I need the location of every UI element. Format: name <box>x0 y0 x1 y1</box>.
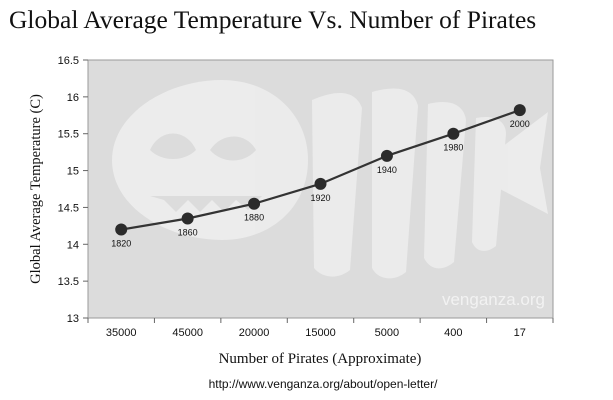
x-tick-label: 17 <box>514 327 526 339</box>
x-tick-label: 35000 <box>106 327 137 339</box>
data-point-label: 1920 <box>310 193 330 203</box>
data-point-label: 1860 <box>178 227 198 237</box>
y-tick-label: 14 <box>67 239 79 251</box>
source-url[interactable]: http://www.venganza.org/about/open-lette… <box>209 377 438 391</box>
y-tick-label: 15 <box>67 166 79 178</box>
chart-title: Global Average Temperature Vs. Number of… <box>9 5 536 34</box>
x-tick-label: 5000 <box>375 327 399 339</box>
watermark-text: venganza.org <box>442 290 545 309</box>
y-tick-label: 16.5 <box>58 55 79 67</box>
data-point <box>181 212 194 225</box>
data-point <box>115 223 128 236</box>
y-tick-label: 14.5 <box>58 202 79 214</box>
data-point <box>447 127 460 140</box>
data-point <box>248 197 261 210</box>
x-tick-label: 20000 <box>239 327 270 339</box>
x-tick-label: 15000 <box>305 327 336 339</box>
y-tick-label: 15.5 <box>58 129 79 141</box>
y-tick-label: 13 <box>67 313 79 325</box>
x-axis-label: Number of Pirates (Approximate) <box>219 351 422 367</box>
data-point-label: 1820 <box>111 239 131 249</box>
x-tick-label: 45000 <box>172 327 203 339</box>
data-point-label: 1880 <box>244 213 264 223</box>
fish-skull-holes <box>150 133 262 212</box>
fish-skeleton-watermark <box>112 80 548 279</box>
data-point <box>513 104 526 117</box>
data-point <box>380 149 393 162</box>
data-point <box>314 177 327 190</box>
y-tick-label: 16 <box>67 92 79 104</box>
y-tick-label: 13.5 <box>58 276 79 288</box>
data-point-label: 1980 <box>443 143 463 153</box>
data-point-label: 2000 <box>510 119 530 129</box>
x-tick-label: 400 <box>444 327 462 339</box>
data-point-label: 1940 <box>377 165 397 175</box>
y-axis-label: Global Average Temperature (C) <box>28 94 44 284</box>
